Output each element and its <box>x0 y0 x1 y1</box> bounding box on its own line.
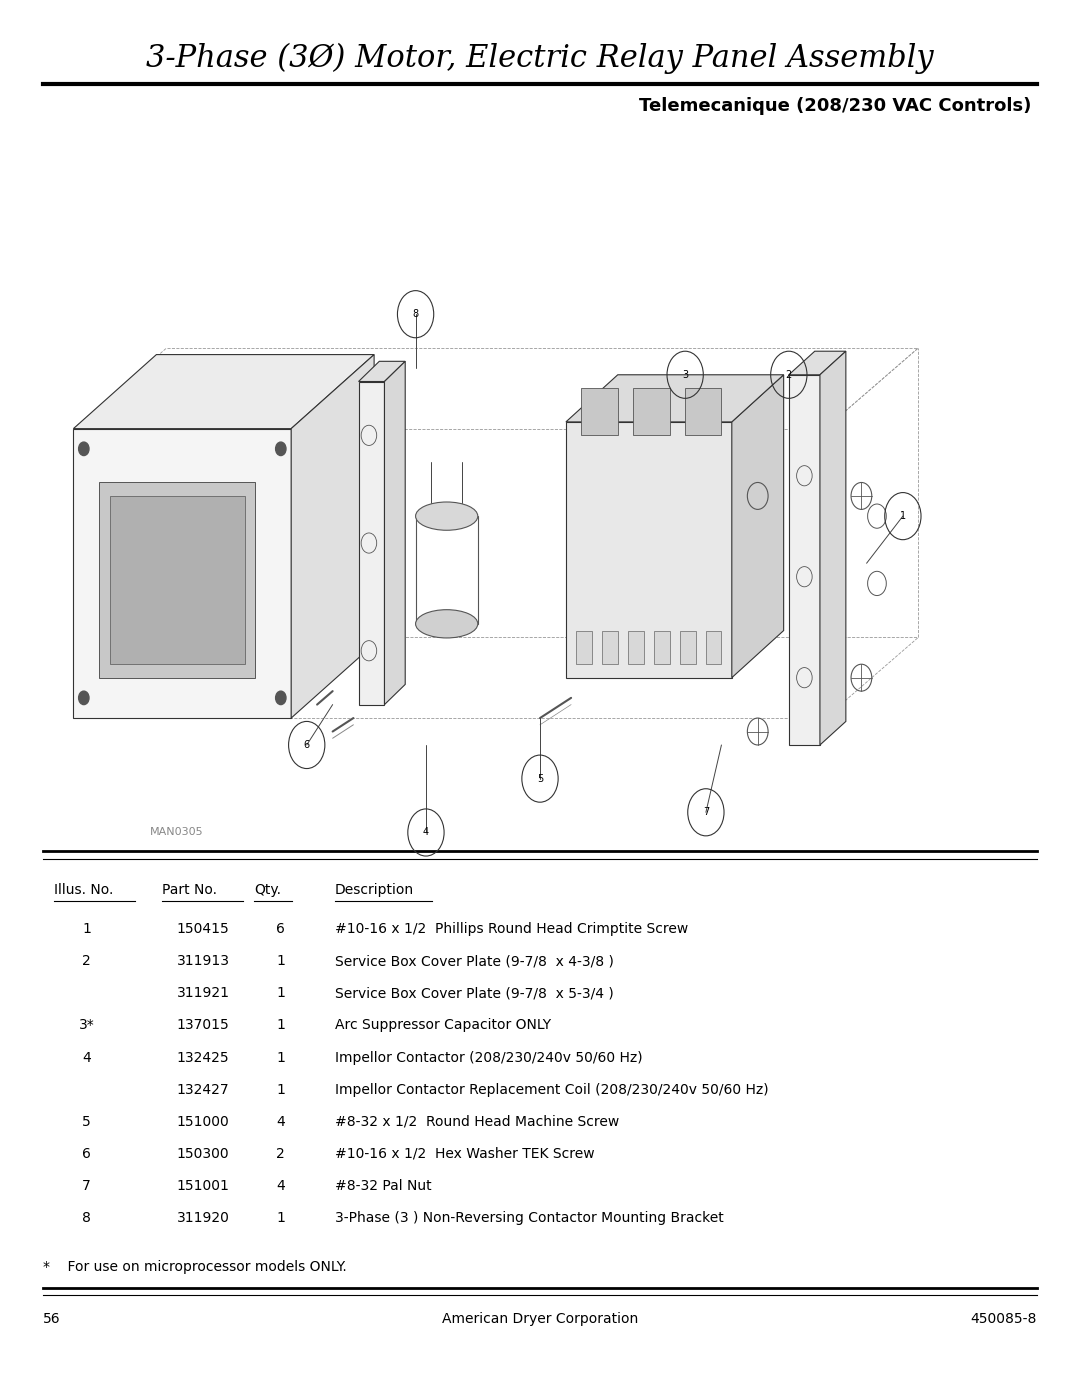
Text: MAN0305: MAN0305 <box>150 827 204 837</box>
Text: 6: 6 <box>82 1147 91 1161</box>
Text: 3*: 3* <box>79 1018 94 1032</box>
Text: 150415: 150415 <box>177 922 229 936</box>
Polygon shape <box>820 351 846 745</box>
Text: 151000: 151000 <box>177 1115 229 1129</box>
Text: 132425: 132425 <box>177 1051 229 1065</box>
Polygon shape <box>99 482 255 678</box>
Polygon shape <box>359 381 384 704</box>
Polygon shape <box>788 351 846 374</box>
Circle shape <box>79 441 89 455</box>
Polygon shape <box>633 388 670 436</box>
Text: 7: 7 <box>82 1179 91 1193</box>
Text: 4: 4 <box>82 1051 91 1065</box>
Text: 1: 1 <box>276 1211 285 1225</box>
Polygon shape <box>566 374 784 422</box>
Text: 6: 6 <box>276 922 285 936</box>
Text: 151001: 151001 <box>177 1179 229 1193</box>
Text: 450085-8: 450085-8 <box>971 1312 1037 1326</box>
Text: Telemecanique (208/230 VAC Controls): Telemecanique (208/230 VAC Controls) <box>639 98 1031 115</box>
Ellipse shape <box>416 502 477 531</box>
Text: #8-32 Pal Nut: #8-32 Pal Nut <box>335 1179 431 1193</box>
Text: 3-Phase (3Ø) Motor, Electric Relay Panel Assembly: 3-Phase (3Ø) Motor, Electric Relay Panel… <box>146 43 934 74</box>
Polygon shape <box>73 429 292 718</box>
Text: 1: 1 <box>82 922 91 936</box>
Text: 3-Phase (3 ) Non-Reversing Contactor Mounting Bracket: 3-Phase (3 ) Non-Reversing Contactor Mou… <box>335 1211 724 1225</box>
Text: Part No.: Part No. <box>162 883 217 897</box>
Text: #10-16 x 1/2  Hex Washer TEK Screw: #10-16 x 1/2 Hex Washer TEK Screw <box>335 1147 594 1161</box>
Text: 137015: 137015 <box>177 1018 229 1032</box>
Polygon shape <box>577 630 592 664</box>
Polygon shape <box>292 355 374 718</box>
Text: *    For use on microprocessor models ONLY.: * For use on microprocessor models ONLY. <box>43 1260 347 1274</box>
Text: 1: 1 <box>900 511 906 521</box>
Polygon shape <box>73 355 374 429</box>
Text: 56: 56 <box>43 1312 60 1326</box>
Text: 2: 2 <box>276 1147 285 1161</box>
Text: 1: 1 <box>276 1051 285 1065</box>
Text: 2: 2 <box>786 370 792 380</box>
Polygon shape <box>629 630 644 664</box>
Text: 1: 1 <box>276 986 285 1000</box>
Text: 4: 4 <box>276 1179 285 1193</box>
Text: 3: 3 <box>683 370 688 380</box>
Text: 4: 4 <box>423 827 429 837</box>
Polygon shape <box>110 496 244 664</box>
Text: Service Box Cover Plate (9-7/8  x 5-3/4 ): Service Box Cover Plate (9-7/8 x 5-3/4 ) <box>335 986 613 1000</box>
Polygon shape <box>359 362 405 381</box>
Text: 1: 1 <box>276 954 285 968</box>
Text: 311921: 311921 <box>176 986 230 1000</box>
Text: Impellor Contactor Replacement Coil (208/230/240v 50/60 Hz): Impellor Contactor Replacement Coil (208… <box>335 1083 769 1097</box>
Polygon shape <box>603 630 618 664</box>
Text: 8: 8 <box>82 1211 91 1225</box>
Polygon shape <box>732 374 784 678</box>
Polygon shape <box>685 388 721 436</box>
Polygon shape <box>384 362 405 704</box>
Ellipse shape <box>416 609 477 638</box>
Text: 132427: 132427 <box>177 1083 229 1097</box>
Text: 1: 1 <box>276 1083 285 1097</box>
Text: Arc Suppressor Capacitor ONLY: Arc Suppressor Capacitor ONLY <box>335 1018 551 1032</box>
Text: 4: 4 <box>276 1115 285 1129</box>
Text: Illus. No.: Illus. No. <box>54 883 113 897</box>
Text: 2: 2 <box>82 954 91 968</box>
Text: 8: 8 <box>413 309 419 319</box>
Text: Qty.: Qty. <box>254 883 281 897</box>
Polygon shape <box>581 388 618 436</box>
Text: Impellor Contactor (208/230/240v 50/60 Hz): Impellor Contactor (208/230/240v 50/60 H… <box>335 1051 643 1065</box>
Text: 7: 7 <box>703 807 708 817</box>
Text: Description: Description <box>335 883 414 897</box>
Text: #10-16 x 1/2  Phillips Round Head Crimptite Screw: #10-16 x 1/2 Phillips Round Head Crimpti… <box>335 922 688 936</box>
Text: 311913: 311913 <box>176 954 230 968</box>
Text: 5: 5 <box>537 774 543 784</box>
Polygon shape <box>654 630 670 664</box>
Text: #8-32 x 1/2  Round Head Machine Screw: #8-32 x 1/2 Round Head Machine Screw <box>335 1115 619 1129</box>
Polygon shape <box>566 422 732 678</box>
Polygon shape <box>788 374 820 745</box>
Polygon shape <box>706 630 721 664</box>
Text: 5: 5 <box>82 1115 91 1129</box>
Text: 311920: 311920 <box>177 1211 229 1225</box>
Text: Service Box Cover Plate (9-7/8  x 4-3/8 ): Service Box Cover Plate (9-7/8 x 4-3/8 ) <box>335 954 613 968</box>
Circle shape <box>275 441 286 455</box>
Text: American Dryer Corporation: American Dryer Corporation <box>442 1312 638 1326</box>
Polygon shape <box>680 630 696 664</box>
Text: 6: 6 <box>303 740 310 750</box>
Circle shape <box>275 692 286 704</box>
Text: 1: 1 <box>276 1018 285 1032</box>
Text: 150300: 150300 <box>177 1147 229 1161</box>
Circle shape <box>79 692 89 704</box>
